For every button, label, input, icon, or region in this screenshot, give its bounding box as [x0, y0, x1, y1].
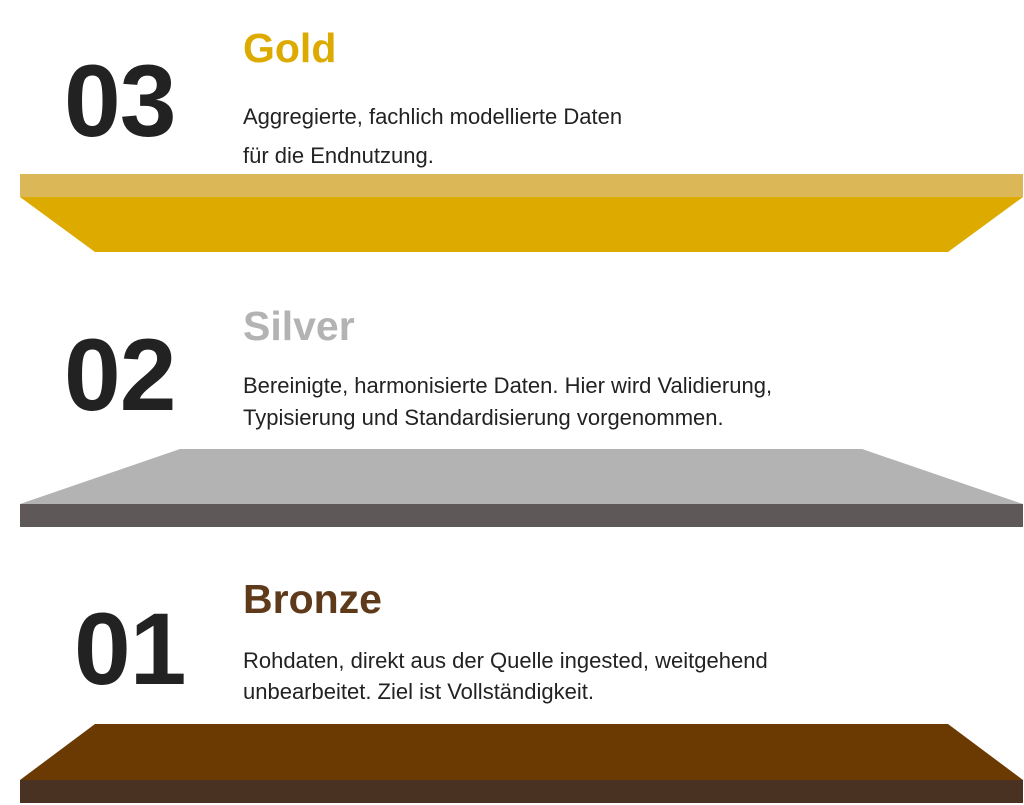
- description-line: Bereinigte, harmonisierte Daten. Hier wi…: [243, 373, 773, 398]
- description-line: unbearbeitet. Ziel ist Vollständigkeit.: [243, 679, 594, 704]
- gold-layer-edge: [20, 174, 1023, 197]
- description-line: für die Endnutzung.: [243, 143, 434, 168]
- layer-title-bronze: Bronze: [243, 576, 382, 622]
- layer-description-gold: Aggregierte, fachlich modellierte Daten …: [243, 97, 1003, 175]
- layer-title-gold: Gold: [243, 25, 337, 71]
- gold-layer-face: [20, 197, 1023, 252]
- layer-number-bronze: 01: [74, 592, 186, 706]
- bronze-layer-face: [20, 724, 1023, 780]
- layer-title-silver: Silver: [243, 303, 355, 349]
- layer-number-silver: 02: [64, 318, 176, 432]
- bronze-layer-edge: [20, 780, 1023, 803]
- layer-number-gold: 03: [64, 44, 176, 158]
- layer-description-silver: Bereinigte, harmonisierte Daten. Hier wi…: [243, 370, 1003, 434]
- silver-layer-face: [20, 449, 1023, 504]
- description-line: Aggregierte, fachlich modellierte Daten: [243, 104, 623, 129]
- description-line: Typisierung und Standardisierung vorgeno…: [243, 405, 724, 430]
- layer-description-bronze: Rohdaten, direkt aus der Quelle ingested…: [243, 645, 1003, 707]
- description-line: Rohdaten, direkt aus der Quelle ingested…: [243, 648, 768, 673]
- silver-layer-edge: [20, 504, 1023, 527]
